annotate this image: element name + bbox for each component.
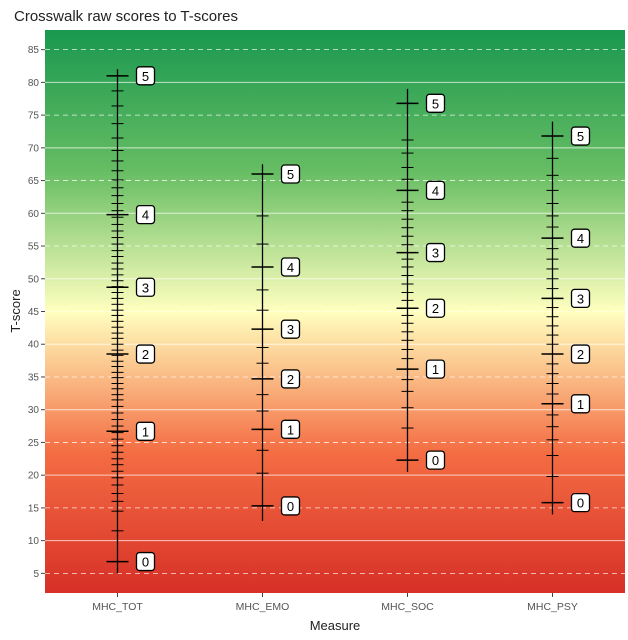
anchor-label-box — [280, 419, 301, 439]
anchor-label: 0 — [577, 496, 584, 511]
anchor-label: 5 — [142, 69, 149, 84]
y-tick-label: 35 — [28, 372, 40, 383]
anchor-label: 1 — [577, 397, 584, 412]
anchor-label-box — [570, 288, 591, 309]
anchor-label: 5 — [432, 96, 439, 111]
anchor-label-box — [280, 319, 301, 339]
y-tick-label: 60 — [28, 209, 40, 220]
y-tick-label: 30 — [28, 405, 40, 416]
anchor-label-box — [135, 551, 156, 572]
y-tick-label: 15 — [28, 503, 40, 514]
anchor-label: 4 — [432, 183, 439, 198]
anchor-label-box — [570, 493, 591, 513]
y-axis-tick-labels: 5 10 15 20 25 30 35 40 45 50 55 60 65 70 75 80 85 — [28, 45, 45, 580]
y-tick-label: 85 — [28, 45, 40, 56]
y-tick-label: 80 — [28, 78, 40, 89]
anchor-label-box — [425, 180, 446, 201]
series-mhc-psy: 0 1 2 3 4 5 — [541, 121, 591, 515]
anchor-label: 4 — [287, 260, 294, 275]
x-tick-label: MHC_TOT — [92, 601, 143, 613]
anchor-label-box — [425, 93, 446, 113]
y-tick-label: 45 — [28, 307, 40, 318]
series-layer: 0 1 2 3 4 5 0 1 2 3 4 5 0 1 2 3 4 5 0 1 2 3 4 5 — [106, 66, 591, 574]
anchor-label-box — [135, 421, 156, 441]
series-mhc-emo: 0 1 2 3 4 5 — [251, 164, 301, 521]
anchor-label: 2 — [287, 372, 294, 387]
x-axis-label: Measure — [310, 618, 361, 633]
anchor-label-box — [570, 344, 591, 364]
anchor-label-box — [570, 228, 591, 248]
series-mhc-soc: 0 1 2 3 4 5 — [396, 88, 446, 472]
anchor-label-box — [135, 277, 156, 297]
anchor-label: 1 — [287, 422, 294, 437]
y-tick-label: 65 — [28, 176, 40, 187]
anchor-label-box — [425, 359, 446, 379]
x-axis-tick-labels: MHC_TOT MHC_EMO MHC_SOC MHC_PSY — [92, 593, 578, 613]
anchor-label-box — [280, 369, 301, 389]
anchor-label: 1 — [142, 424, 149, 439]
series-mhc-tot: 0 1 2 3 4 5 — [106, 66, 156, 574]
anchor-label: 0 — [287, 499, 294, 514]
anchor-label-box — [135, 66, 156, 86]
y-tick-label: 75 — [28, 111, 40, 122]
anchor-label-box — [135, 204, 156, 225]
anchor-label: 3 — [287, 322, 294, 337]
y-tick-label: 25 — [28, 438, 40, 449]
chart-title: Crosswalk raw scores to T-scores — [14, 8, 238, 25]
anchor-label-box — [425, 450, 446, 470]
anchor-label-box — [280, 257, 301, 277]
anchor-label-box — [280, 164, 301, 184]
anchor-label-box — [135, 344, 156, 364]
anchor-label: 1 — [432, 362, 439, 377]
anchor-label-box — [570, 126, 591, 146]
y-axis-label: T-score — [8, 289, 23, 332]
anchor-label: 4 — [142, 208, 149, 223]
y-tick-label: 40 — [28, 340, 40, 351]
anchor-label-box — [425, 242, 446, 263]
anchor-label: 0 — [142, 555, 149, 570]
y-tick-label: 70 — [28, 143, 40, 154]
anchor-label: 3 — [577, 291, 584, 306]
anchor-label: 2 — [432, 301, 439, 316]
y-tick-label: 5 — [33, 569, 39, 580]
x-tick-label: MHC_PSY — [527, 601, 578, 613]
anchor-label: 2 — [577, 347, 584, 362]
y-tick-label: 55 — [28, 242, 40, 253]
anchor-label-box — [425, 298, 446, 318]
x-tick-label: MHC_SOC — [381, 601, 434, 613]
anchor-label: 4 — [577, 231, 584, 246]
anchor-label: 5 — [577, 129, 584, 144]
anchor-label: 5 — [287, 167, 294, 182]
y-tick-label: 20 — [28, 471, 40, 482]
anchor-label: 0 — [432, 453, 439, 468]
y-tick-label: 50 — [28, 274, 40, 285]
anchor-label-box — [570, 394, 591, 414]
anchor-label-box — [280, 496, 301, 516]
anchor-label: 3 — [142, 280, 149, 295]
anchor-label: 2 — [142, 347, 149, 362]
x-tick-label: MHC_EMO — [236, 601, 290, 613]
y-tick-label: 10 — [28, 536, 40, 547]
anchor-label: 3 — [432, 246, 439, 261]
